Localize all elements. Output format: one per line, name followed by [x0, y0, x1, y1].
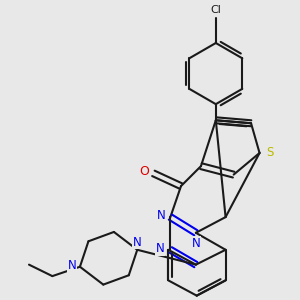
Text: N: N — [133, 236, 141, 249]
Text: O: O — [139, 165, 149, 178]
Text: N: N — [155, 242, 164, 255]
Text: N: N — [68, 259, 77, 272]
Text: N: N — [191, 237, 200, 250]
Text: Cl: Cl — [210, 5, 221, 15]
Text: N: N — [157, 209, 165, 222]
Text: S: S — [266, 146, 274, 160]
